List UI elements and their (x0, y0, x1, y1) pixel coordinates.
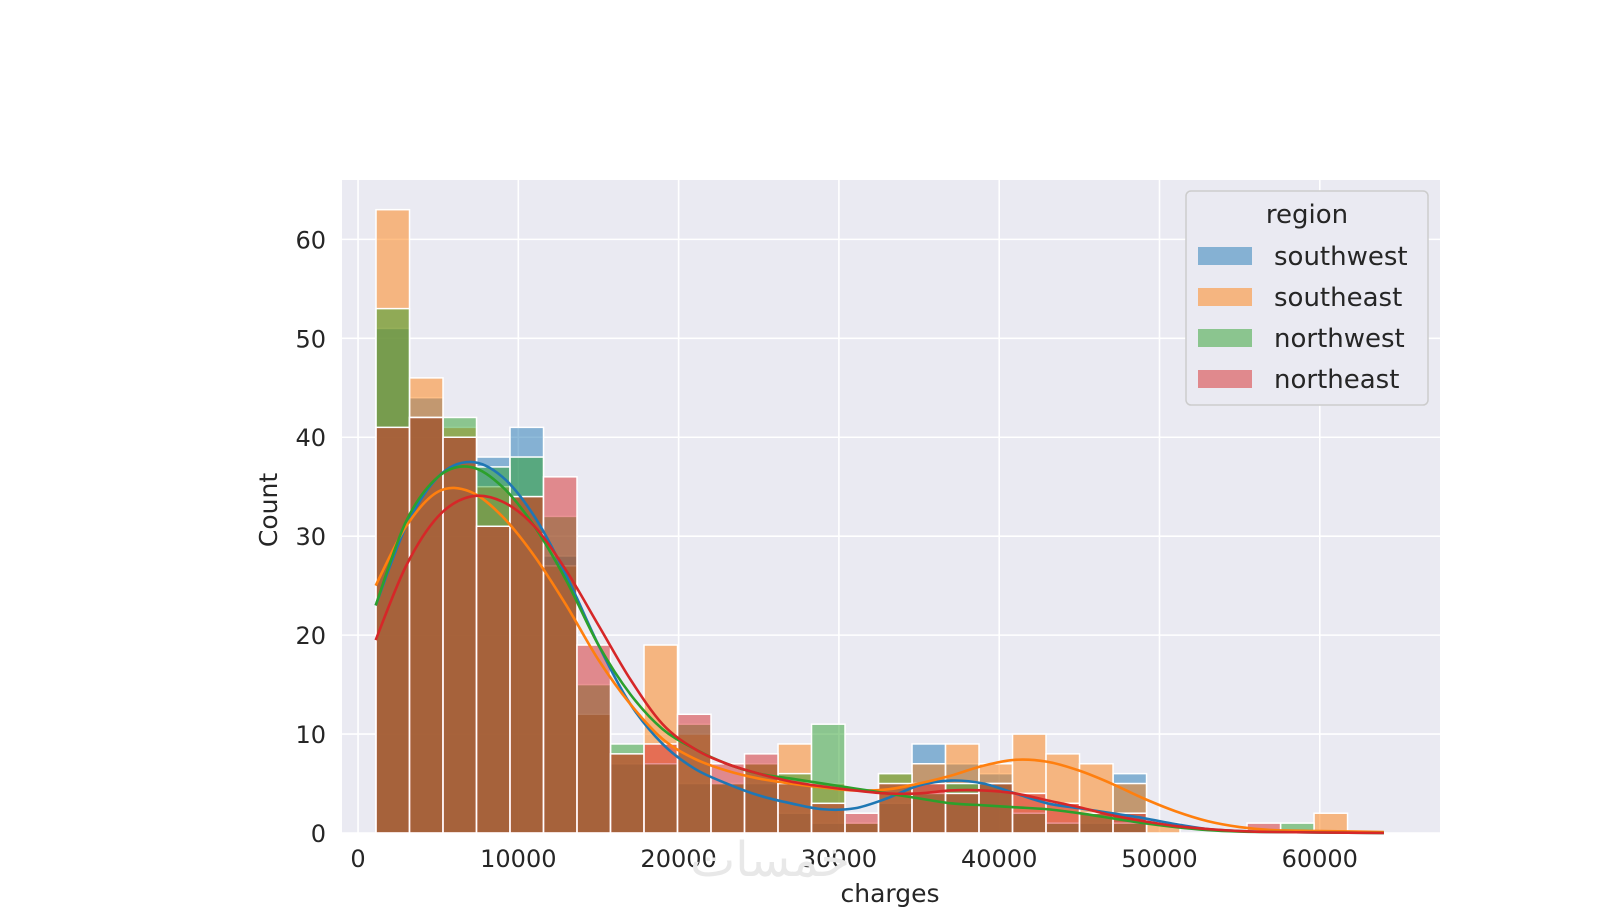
x-tick-label: 40000 (961, 845, 1037, 873)
legend-box (1185, 190, 1429, 406)
y-tick-label: 0 (311, 820, 326, 848)
bar-northeast (609, 753, 645, 834)
x-tick-label: 50000 (1121, 845, 1197, 873)
y-axis-label: Count (254, 473, 283, 547)
y-tick-label: 60 (295, 226, 326, 254)
y-tick-label: 10 (295, 721, 326, 749)
kde-line-northeast (374, 494, 1384, 835)
y-tick-label: 40 (295, 424, 326, 452)
bar-northeast (375, 426, 411, 834)
x-tick-label: 0 (350, 845, 365, 873)
y-tick-label: 50 (295, 325, 326, 353)
legend-items: southwest southeast northwest northeast (1198, 242, 1408, 395)
y-tick-label: 20 (295, 622, 326, 650)
bar-northeast (509, 495, 545, 834)
legend-title: region (1266, 200, 1348, 230)
x-tick-label: 10000 (480, 845, 556, 873)
x-tick-label: 30000 (801, 845, 877, 873)
legend-swatch-northwest (1198, 329, 1252, 347)
legend-swatch-southeast (1198, 288, 1252, 306)
bar-northeast (542, 476, 578, 834)
bar-northeast (810, 802, 846, 834)
bar-northeast (944, 792, 980, 834)
bar-northeast (844, 812, 880, 834)
bar-northeast (576, 644, 612, 834)
x-tick-label: 60000 (1282, 845, 1358, 873)
legend-label-southwest: southwest (1274, 242, 1408, 272)
bar-northeast (408, 416, 444, 834)
y-axis-ticks: 0 10 20 30 40 50 60 (295, 226, 326, 848)
legend-swatch-southwest (1198, 247, 1252, 265)
bar-northeast (777, 782, 813, 834)
kde-line-southwest (374, 460, 1384, 835)
bar-northeast (442, 436, 478, 834)
y-tick-label: 30 (295, 523, 326, 551)
x-axis-label: charges (840, 879, 939, 908)
legend-label-northwest: northwest (1274, 324, 1405, 354)
bar-northeast (643, 743, 679, 834)
kde-curves (374, 460, 1384, 835)
legend-label-southeast: southeast (1274, 283, 1402, 313)
x-tick-label: 20000 (640, 845, 716, 873)
legend-label-northeast: northeast (1274, 365, 1399, 395)
legend: region southwest southeast northwest northe… (1185, 190, 1429, 406)
x-axis-ticks: 0 10000 20000 30000 40000 50000 60000 (350, 845, 1358, 873)
bar-northeast (475, 525, 511, 834)
watermark-text: خمسات (690, 832, 851, 888)
legend-swatch-northeast (1198, 370, 1252, 388)
